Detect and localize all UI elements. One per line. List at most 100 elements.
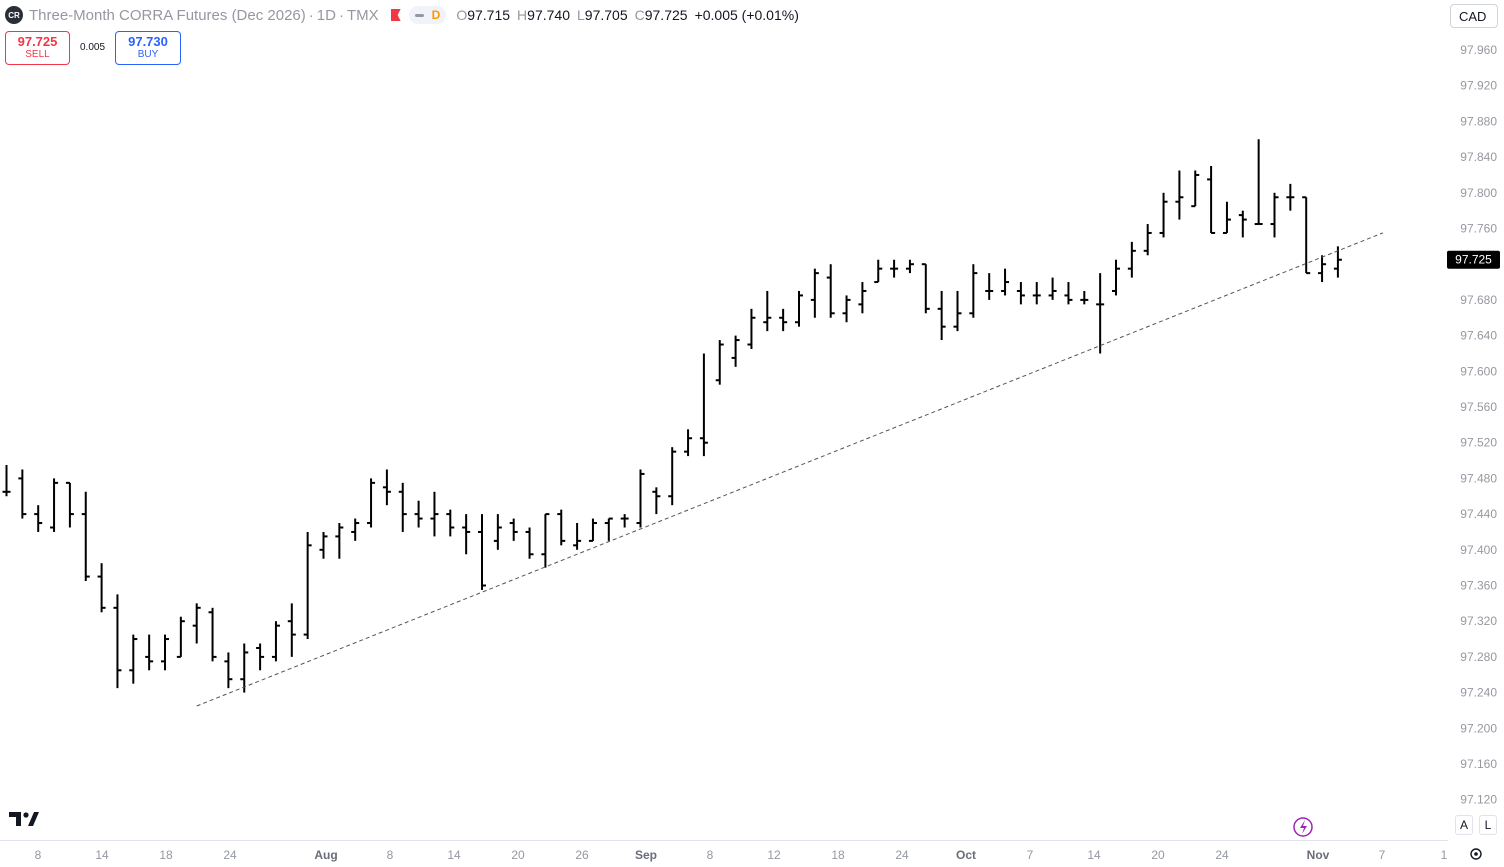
interval-label[interactable]: 1D xyxy=(316,6,336,24)
price-tick-label: 97.480 xyxy=(1460,471,1497,485)
price-tick-label: 97.160 xyxy=(1460,757,1497,771)
buy-label: BUY xyxy=(137,49,159,60)
ohlc-bar xyxy=(240,643,249,693)
ohlc-bar xyxy=(890,259,899,278)
last-price-marker: 97.725 xyxy=(1447,250,1500,269)
price-tick-label: 97.920 xyxy=(1460,79,1497,93)
ohlc-bar xyxy=(81,491,90,582)
time-tick-label: 24 xyxy=(223,848,237,862)
ohlc-bar xyxy=(382,469,391,506)
time-tick-label: 18 xyxy=(831,848,845,862)
time-tick-label: 8 xyxy=(35,848,42,862)
price-tick-label: 97.960 xyxy=(1460,43,1497,57)
ohlc-bar xyxy=(810,268,819,318)
time-tick-label: 14 xyxy=(95,848,109,862)
ohlc-bar xyxy=(446,509,455,537)
ohlc-bar xyxy=(462,514,471,555)
sell-button[interactable]: 97.725 SELL xyxy=(5,31,70,65)
ohlc-bar xyxy=(34,505,43,532)
symbol-header: CR Three-Month CORRA Futures (Dec 2026) … xyxy=(0,0,799,30)
symbol-logo-icon[interactable]: CR xyxy=(5,6,23,24)
time-tick-label: 12 xyxy=(767,848,781,862)
ohlc-bar xyxy=(1127,241,1136,278)
ohlc-bar xyxy=(398,482,407,532)
time-tick-label: Sep xyxy=(635,848,657,862)
ohlc-bar xyxy=(367,478,376,528)
ohlc-bar xyxy=(795,290,803,327)
ohlc-bar xyxy=(493,514,502,550)
ohlc-bar xyxy=(668,447,677,506)
low-value: 97.705 xyxy=(584,7,628,23)
price-tick-label: 97.720 xyxy=(1460,257,1497,271)
ohlc-bar xyxy=(731,335,740,367)
last-price-label: 97.725 xyxy=(1455,253,1492,267)
price-axis[interactable]: 97.960 97.920 97.880 97.840 97.800 97.760 97.7… xyxy=(1460,43,1497,807)
symbol-title[interactable]: Three-Month CORRA Futures (Dec 2026) xyxy=(29,6,306,24)
ohlc-bar xyxy=(874,259,883,284)
currency-button[interactable]: CAD xyxy=(1450,4,1498,28)
tradingview-logo-icon[interactable] xyxy=(9,812,39,826)
ohlc-bar xyxy=(747,308,756,349)
ohlc-bar xyxy=(1016,282,1025,305)
ohlc-bar xyxy=(652,487,661,515)
ohlc-bar xyxy=(858,282,867,314)
time-axis[interactable]: 8 14 18 24 Aug 8 14 20 26 Sep 8 12 18 24 Oct 7 14 20 24 Nov… xyxy=(0,840,1448,863)
price-tick-label: 97.800 xyxy=(1460,186,1497,200)
trend-line[interactable] xyxy=(196,232,1384,707)
data-mode-badge: D xyxy=(431,8,441,22)
ohlc-bar xyxy=(1191,170,1200,208)
ohlc-bar xyxy=(1159,192,1168,238)
ohlc-bar xyxy=(1333,246,1342,278)
price-tick-label: 97.200 xyxy=(1460,721,1497,735)
buy-button[interactable]: 97.730 BUY xyxy=(115,31,181,65)
time-tick-label: 7 xyxy=(1379,848,1386,862)
ohlc-bar xyxy=(557,509,566,546)
high-value: 97.740 xyxy=(527,7,570,23)
ohlc-bar xyxy=(1080,290,1089,305)
title-separator: · xyxy=(338,6,344,24)
last-price-bg xyxy=(1447,250,1500,269)
open-value: 97.715 xyxy=(467,7,511,23)
ohlc-bar xyxy=(969,264,978,318)
price-tick-label: 97.280 xyxy=(1460,650,1497,664)
ohlc-bar xyxy=(715,340,724,385)
ohlc-bar xyxy=(953,290,962,332)
log-scale-button[interactable]: L xyxy=(1479,815,1497,835)
time-tick-label: Nov xyxy=(1307,848,1330,862)
close-label: C xyxy=(634,7,645,23)
ohlc-bar xyxy=(224,652,233,689)
close-value: 97.725 xyxy=(644,7,688,23)
auto-scale-button[interactable]: A xyxy=(1455,815,1473,835)
ohlc-bar xyxy=(763,290,772,332)
ohlc-bar xyxy=(1254,139,1263,226)
gear-icon[interactable] xyxy=(1470,848,1482,860)
ohlc-bar xyxy=(18,469,27,519)
ohlc-bar xyxy=(1001,268,1010,296)
ohlc-bar xyxy=(1064,282,1073,305)
price-tick-label: 97.880 xyxy=(1460,114,1497,128)
time-tick-label: 1 xyxy=(1441,848,1448,862)
ohlc-bar xyxy=(192,603,201,644)
ohlc-bar xyxy=(921,263,930,314)
time-tick-label: 8 xyxy=(707,848,714,862)
ohlc-bar xyxy=(905,259,914,274)
ohlc-bar xyxy=(351,518,360,541)
lightning-icon[interactable] xyxy=(1293,817,1313,837)
time-tick-label: 14 xyxy=(447,848,461,862)
exchange-label: TMX xyxy=(346,6,379,24)
ohlc-bar xyxy=(636,469,645,528)
ohlc-bar xyxy=(684,429,693,457)
price-tick-label: 97.120 xyxy=(1460,793,1497,807)
market-status-pill[interactable]: D xyxy=(408,6,447,24)
flag-icon[interactable] xyxy=(390,9,401,21)
sell-price: 97.725 xyxy=(17,34,58,49)
minus-icon xyxy=(414,13,424,17)
time-tick-label: 20 xyxy=(1151,848,1165,862)
spread-value: 0.005 xyxy=(79,42,106,53)
ohlc-bar xyxy=(256,643,265,671)
ohlc-bar xyxy=(161,634,169,671)
price-tick-label: 97.760 xyxy=(1460,222,1497,236)
title-separator: · xyxy=(308,6,314,24)
ohlc-bar xyxy=(414,500,423,528)
